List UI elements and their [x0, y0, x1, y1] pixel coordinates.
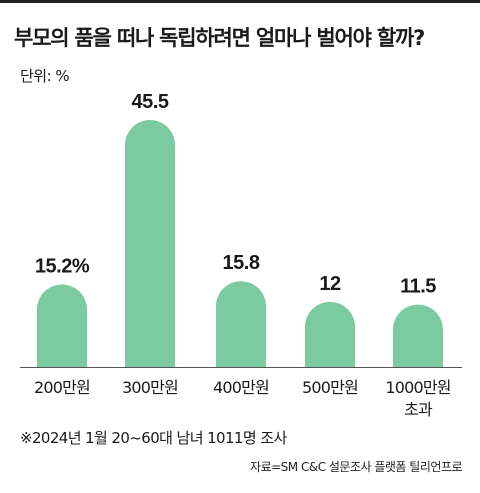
data-label-5: 11.5 [400, 276, 436, 298]
bar-4 [305, 301, 355, 367]
unit-label: 단위: % [20, 67, 70, 85]
data-label-2: 45.5 [132, 91, 169, 113]
data-label-4: 12 [319, 273, 341, 295]
top-rule [0, 0, 480, 3]
category-label-3: 400만원 [213, 378, 269, 397]
bar-1 [37, 284, 87, 367]
category-label-4: 500만원 [302, 378, 358, 397]
category-label-1: 200만원 [34, 378, 90, 397]
chart-title: 부모의 품을 떠나 독립하려면 얼마나 벌어야 할까? [14, 26, 425, 50]
category-label-5-line-2: 초과 [404, 400, 433, 419]
bar-5 [392, 304, 443, 367]
category-label-5-line-1: 1000만원 [385, 378, 450, 397]
data-label-1: 15.2% [35, 255, 90, 277]
data-label-3: 15.8 [223, 252, 260, 274]
bar-2 [125, 120, 175, 367]
bar-3 [215, 281, 266, 367]
source-credit: 자료=SM C&C 설문조사 플랫폼 틸리언프로 [250, 460, 462, 474]
category-label-2: 300만원 [122, 378, 178, 397]
footnote: ※2024년 1월 20~60대 남녀 1011명 조사 [20, 429, 287, 447]
